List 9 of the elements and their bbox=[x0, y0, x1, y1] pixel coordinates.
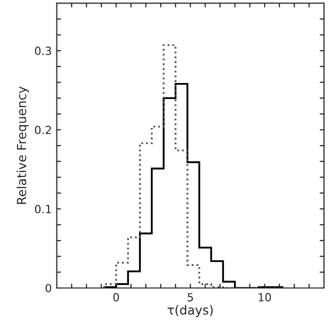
y-tick-label: 0.3 bbox=[34, 46, 52, 56]
x-tick-label: 10 bbox=[258, 293, 271, 302]
x-tick-label: 0 bbox=[113, 293, 119, 302]
y-tick-label: 0.1 bbox=[34, 204, 51, 214]
y-tick-label: 0 bbox=[46, 284, 52, 292]
x-tick-label: 5 bbox=[188, 293, 193, 302]
x-axis-title: τ(days) bbox=[168, 305, 213, 318]
y-axis-title: Relative Frequency bbox=[16, 86, 29, 204]
y-tick-label: 0.2 bbox=[34, 126, 51, 134]
